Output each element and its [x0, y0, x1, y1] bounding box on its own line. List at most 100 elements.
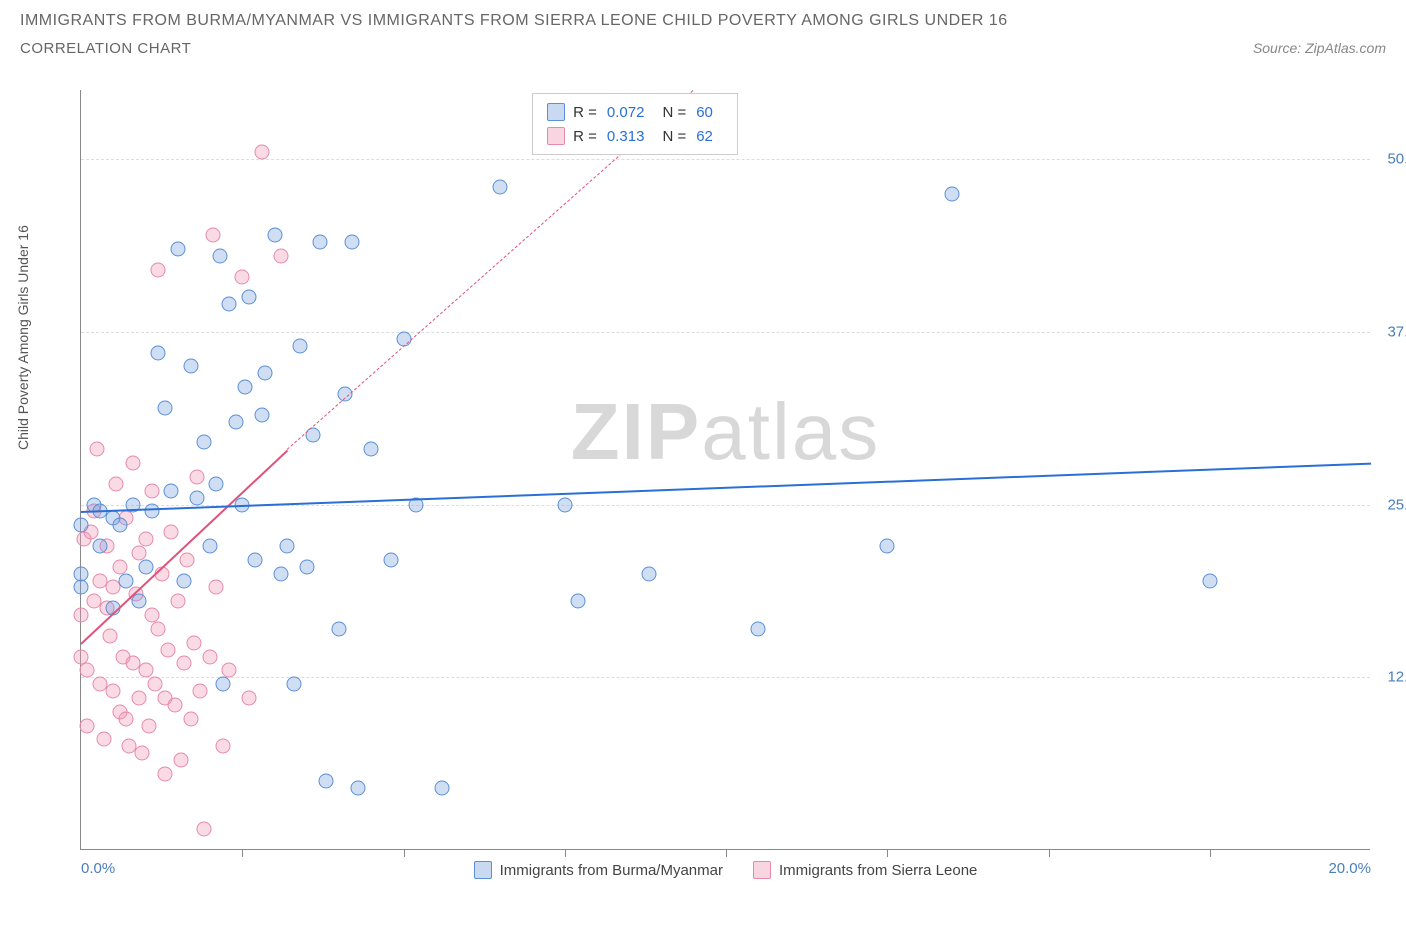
data-point [138, 559, 153, 574]
x-minor-tick [887, 849, 888, 857]
data-point [235, 269, 250, 284]
legend-r-label: R = [573, 104, 597, 121]
data-point [273, 566, 288, 581]
data-point [190, 490, 205, 505]
x-minor-tick [1049, 849, 1050, 857]
data-point [435, 780, 450, 795]
stats-legend: R =0.072N =60R =0.313N =62 [532, 93, 738, 155]
data-point [493, 179, 508, 194]
data-point [132, 545, 147, 560]
legend-swatch [753, 861, 771, 879]
series-legend: Immigrants from Burma/Myanmar Immigrants … [81, 861, 1370, 879]
watermark: ZIPatlas [571, 386, 880, 478]
data-point [267, 228, 282, 243]
data-point [222, 663, 237, 678]
data-point [751, 621, 766, 636]
data-point [238, 380, 253, 395]
data-point [1202, 573, 1217, 588]
y-tick-label: 25.0% [1387, 496, 1406, 513]
data-point [557, 497, 572, 512]
data-point [190, 469, 205, 484]
legend-item: Immigrants from Burma/Myanmar [474, 861, 723, 879]
data-point [241, 290, 256, 305]
data-point [138, 532, 153, 547]
data-point [203, 539, 218, 554]
data-point [364, 442, 379, 457]
y-tick-label: 12.5% [1387, 669, 1406, 686]
data-point [209, 476, 224, 491]
data-point [880, 539, 895, 554]
legend-label: Immigrants from Burma/Myanmar [500, 862, 723, 879]
data-point [170, 241, 185, 256]
data-point [112, 559, 127, 574]
legend-n-value: 60 [696, 104, 713, 121]
legend-n-value: 62 [696, 128, 713, 145]
data-point [119, 711, 134, 726]
data-point [135, 746, 150, 761]
chart-subtitle: CORRELATION CHART [20, 40, 191, 57]
legend-item: Immigrants from Sierra Leone [753, 861, 977, 879]
data-point [383, 552, 398, 567]
data-point [74, 566, 89, 581]
data-point [93, 539, 108, 554]
data-point [254, 145, 269, 160]
data-point [312, 235, 327, 250]
data-point [161, 642, 176, 657]
y-axis-label: Child Poverty Among Girls Under 16 [15, 225, 31, 450]
data-point [641, 566, 656, 581]
data-point [151, 621, 166, 636]
data-point [151, 262, 166, 277]
x-minor-tick [242, 849, 243, 857]
data-point [157, 767, 172, 782]
data-point [141, 718, 156, 733]
data-point [144, 483, 159, 498]
data-point [215, 739, 230, 754]
data-point [196, 822, 211, 837]
data-point [183, 711, 198, 726]
data-point [209, 580, 224, 595]
data-point [293, 338, 308, 353]
data-point [109, 476, 124, 491]
data-point [196, 435, 211, 450]
legend-swatch [474, 861, 492, 879]
data-point [144, 504, 159, 519]
data-point [119, 573, 134, 588]
data-point [144, 608, 159, 623]
source-attribution: Source: ZipAtlas.com [1253, 40, 1386, 56]
data-point [177, 573, 192, 588]
data-point [183, 359, 198, 374]
data-point [90, 442, 105, 457]
data-point [203, 649, 218, 664]
data-point [167, 697, 182, 712]
data-point [241, 691, 256, 706]
data-point [299, 559, 314, 574]
data-point [248, 552, 263, 567]
data-point [173, 753, 188, 768]
data-point [257, 366, 272, 381]
x-minor-tick [565, 849, 566, 857]
x-minor-tick [404, 849, 405, 857]
y-tick-label: 37.5% [1387, 323, 1406, 340]
data-point [74, 649, 89, 664]
data-point [338, 387, 353, 402]
data-point [148, 677, 163, 692]
legend-swatch [547, 103, 565, 121]
data-point [286, 677, 301, 692]
gridline [81, 332, 1370, 333]
legend-r-label: R = [573, 128, 597, 145]
data-point [228, 414, 243, 429]
data-point [125, 456, 140, 471]
legend-r-value: 0.313 [607, 128, 645, 145]
data-point [570, 594, 585, 609]
data-point [138, 663, 153, 678]
plot-area: ZIPatlas 12.5%25.0%37.5%50.0%0.0%20.0%R … [80, 90, 1370, 850]
data-point [193, 684, 208, 699]
data-point [96, 732, 111, 747]
data-point [206, 228, 221, 243]
data-point [280, 539, 295, 554]
legend-n-label: N = [662, 104, 686, 121]
legend-label: Immigrants from Sierra Leone [779, 862, 977, 879]
data-point [74, 518, 89, 533]
data-point [164, 525, 179, 540]
data-point [222, 297, 237, 312]
